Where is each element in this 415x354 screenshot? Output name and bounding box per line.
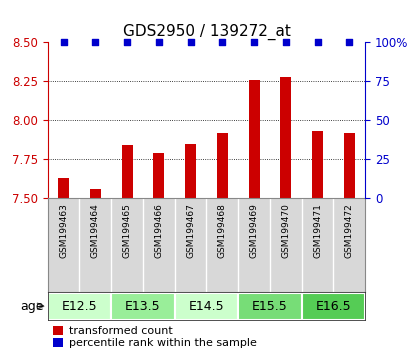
Text: GSM199463: GSM199463 — [59, 203, 68, 258]
Point — [156, 40, 162, 45]
Bar — [238, 293, 302, 320]
Text: E15.5: E15.5 — [252, 300, 288, 313]
Text: E14.5: E14.5 — [189, 300, 224, 313]
Text: GSM199465: GSM199465 — [122, 203, 132, 258]
Text: age: age — [20, 300, 44, 313]
Title: GDS2950 / 139272_at: GDS2950 / 139272_at — [122, 23, 290, 40]
Bar — [58, 178, 69, 198]
Text: GSM199472: GSM199472 — [345, 203, 354, 258]
Bar — [48, 293, 111, 320]
Point — [92, 40, 99, 45]
Point — [124, 40, 130, 45]
Text: GSM199470: GSM199470 — [281, 203, 290, 258]
Text: GSM199468: GSM199468 — [218, 203, 227, 258]
Text: E13.5: E13.5 — [125, 300, 161, 313]
Bar — [90, 189, 101, 198]
Point — [219, 40, 226, 45]
Point — [251, 40, 257, 45]
Text: GSM199467: GSM199467 — [186, 203, 195, 258]
Bar — [344, 133, 355, 198]
Text: GSM199464: GSM199464 — [91, 203, 100, 258]
Text: E12.5: E12.5 — [62, 300, 97, 313]
Bar — [280, 77, 291, 198]
Bar — [175, 293, 238, 320]
Bar — [111, 293, 175, 320]
Point — [314, 40, 321, 45]
Point — [60, 40, 67, 45]
Point — [187, 40, 194, 45]
Bar — [185, 144, 196, 198]
Bar — [153, 153, 164, 198]
Bar — [302, 293, 365, 320]
Text: GSM199469: GSM199469 — [249, 203, 259, 258]
Text: GSM199466: GSM199466 — [154, 203, 164, 258]
Bar — [249, 80, 260, 198]
Bar — [217, 133, 228, 198]
Bar — [122, 145, 133, 198]
Text: GSM199471: GSM199471 — [313, 203, 322, 258]
Point — [346, 40, 353, 45]
Bar — [312, 131, 323, 198]
Legend: transformed count, percentile rank within the sample: transformed count, percentile rank withi… — [53, 326, 257, 348]
Text: E16.5: E16.5 — [316, 300, 351, 313]
Point — [283, 40, 289, 45]
